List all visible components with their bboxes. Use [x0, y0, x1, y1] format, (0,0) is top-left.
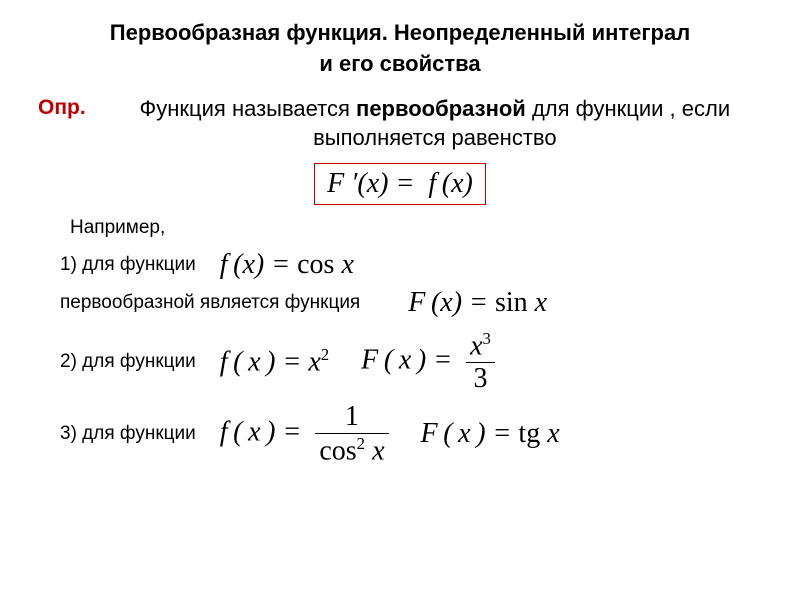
example-1-conclusion: первообразной является функция F (x) = s…: [60, 287, 770, 319]
ex3-f-num: 1: [315, 401, 388, 434]
ex2-f-sup: 2: [321, 345, 329, 364]
ex3-F: F ( x ) = tg x: [421, 418, 560, 450]
example-3: 3) для функции f ( x ) = 1cos2 x F ( x )…: [60, 401, 770, 467]
definition-text: Функция называется первообразной для фун…: [100, 94, 770, 153]
ex3-f: f ( x ) = 1cos2 x: [220, 401, 389, 467]
example-intro: Например,: [70, 217, 770, 239]
ex2-f: f ( x ) = x2: [220, 345, 329, 378]
ex2-F: F ( x ) = x33: [361, 329, 495, 395]
ex3-den-sup: 2: [357, 434, 365, 453]
ex3-label: 3) для функции: [60, 423, 196, 445]
ex1-conclusion-text: первообразной является функция: [60, 292, 360, 314]
ex1-label: 1) для функции: [60, 254, 196, 276]
ex3-den-pre: cos: [319, 436, 356, 467]
slide: Первообразная функция. Неопределенный ин…: [0, 0, 800, 468]
slide-title: Первообразная функция. Неопределенный ин…: [30, 18, 770, 80]
definition-label: Опр.: [38, 96, 86, 120]
title-line-2: и его свойства: [319, 51, 480, 76]
boxed-formula: F ′(x) = f (x): [314, 163, 486, 205]
example-1: 1) для функции f (x) = cos x: [60, 249, 770, 281]
ex1-F: F (x) = sin x: [408, 287, 547, 319]
boxed-formula-wrap: F ′(x) = f (x): [30, 159, 770, 217]
ex2-F-num-sup: 3: [483, 329, 491, 348]
ex1-f: f (x) = cos x: [220, 249, 354, 281]
example-2: 2) для функции f ( x ) = x2 F ( x ) = x3…: [60, 329, 770, 395]
definition-row: Опр. Функция называется первообразной дл…: [30, 94, 770, 153]
ex2-F-den: 3: [466, 363, 495, 395]
ex2-label: 2) для функции: [60, 351, 196, 373]
title-line-1: Первообразная функция. Неопределенный ин…: [110, 20, 690, 45]
def-bold: первообразной: [356, 96, 526, 121]
def-part-1: Функция называется: [140, 96, 357, 121]
